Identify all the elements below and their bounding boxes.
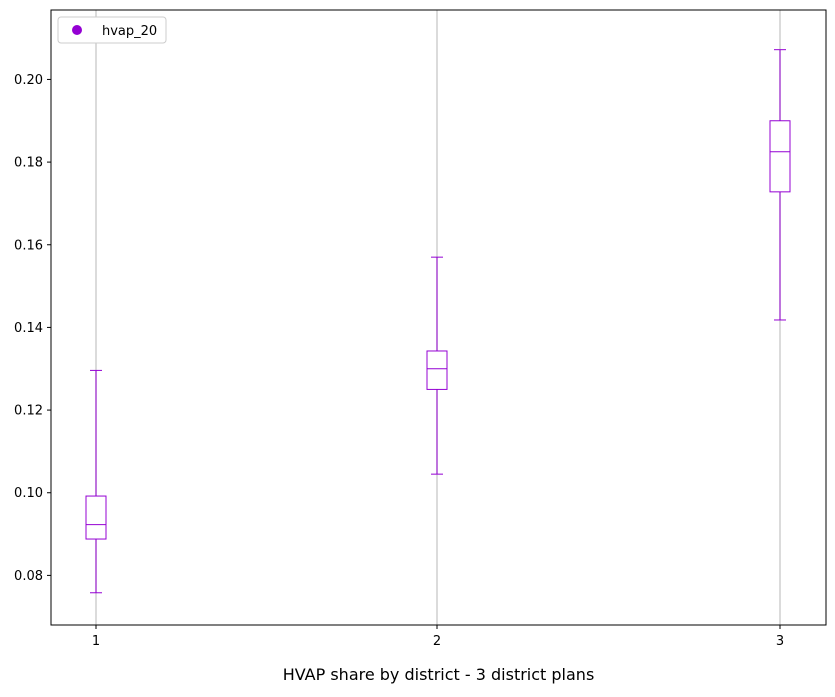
box-series [85, 49, 791, 594]
x-axis: 1 2 3 [92, 625, 784, 649]
plot-frame [50, 9, 827, 626]
box-iqr [426, 350, 448, 390]
y-tick-label: 0.10 [14, 486, 43, 501]
y-tick-label: 0.16 [14, 238, 43, 253]
box-iqr [85, 495, 107, 540]
y-tick-label: 0.08 [14, 569, 43, 584]
legend-label-hvap_20: hvap_20 [102, 24, 157, 39]
box-1 [85, 369, 107, 594]
y-tick-label: 0.14 [14, 321, 43, 336]
box-2 [426, 256, 448, 475]
legend-marker-hvap_20 [72, 25, 82, 35]
box-3 [769, 49, 791, 321]
gridlines [95, 10, 781, 625]
legend: hvap_20 [57, 16, 167, 44]
y-tick-label: 0.18 [14, 156, 43, 171]
y-tick-label: 0.20 [14, 73, 43, 88]
y-axis: 0.08 0.10 0.12 0.14 0.16 0.18 0.20 [14, 73, 51, 584]
x-axis-label: HVAP share by district - 3 district plan… [283, 665, 595, 684]
x-tick-label: 1 [92, 634, 100, 649]
x-tick-label: 2 [433, 634, 441, 649]
y-tick-label: 0.12 [14, 404, 43, 419]
legend-frame [57, 16, 167, 44]
box-iqr [769, 120, 791, 193]
x-tick-label: 3 [776, 634, 784, 649]
